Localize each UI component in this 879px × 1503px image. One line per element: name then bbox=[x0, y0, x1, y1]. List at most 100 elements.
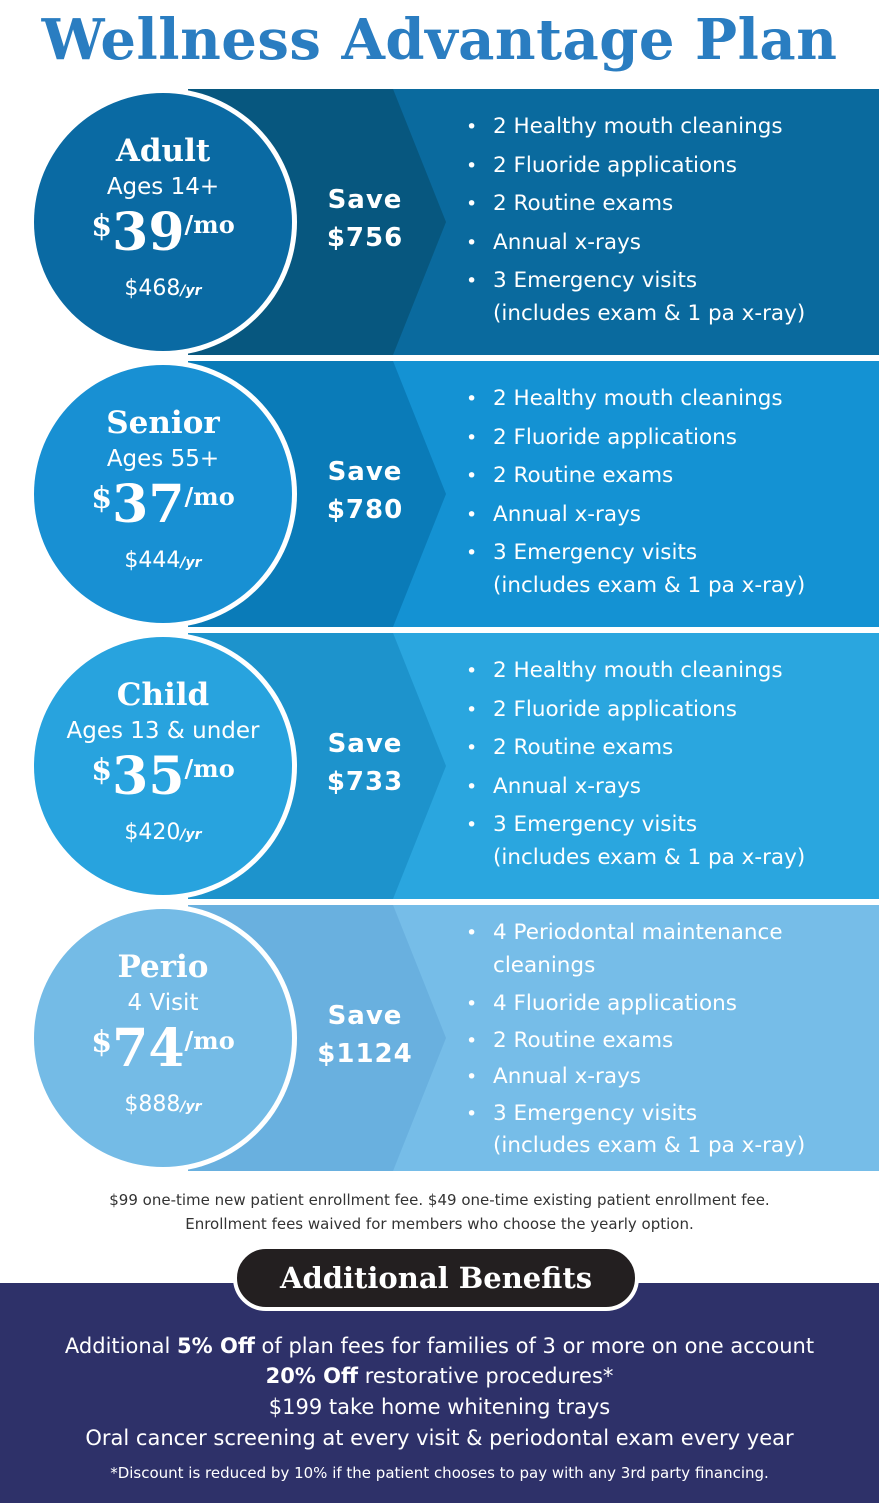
benefit-item: 2 Healthy mouth cleanings bbox=[464, 383, 805, 416]
yearly-price: $468/yr bbox=[34, 275, 292, 305]
currency-symbol: $ bbox=[91, 1025, 113, 1060]
benefit-item: Annual x-rays bbox=[464, 227, 805, 260]
per-year-label: /yr bbox=[180, 827, 202, 843]
savings: Save $780 bbox=[300, 453, 430, 529]
currency-symbol: $ bbox=[91, 753, 113, 788]
benefit-item: 2 Routine exams bbox=[464, 732, 805, 765]
benefit-text: 3 Emergency visits bbox=[493, 812, 698, 837]
per-month-label: /mo bbox=[184, 210, 235, 239]
per-year-label: /yr bbox=[180, 1099, 202, 1115]
benefit-text: 3 Emergency visits bbox=[493, 540, 698, 565]
monthly-price: $74/mo bbox=[34, 1021, 292, 1089]
monthly-price: $35/mo bbox=[34, 749, 292, 817]
price-circle: Child Ages 13 & under $35/mo $420/yr bbox=[34, 637, 292, 895]
benefit-item: 2 Fluoride applications bbox=[464, 150, 805, 183]
price-circle: Adult Ages 14+ $39/mo $468/yr bbox=[34, 93, 292, 351]
yearly-amount: $888 bbox=[124, 1092, 181, 1117]
financing-footnote: *Discount is reduced by 10% if the patie… bbox=[110, 1464, 769, 1482]
yearly-price: $444/yr bbox=[34, 547, 292, 577]
plan-ages: Ages 55+ bbox=[106, 446, 220, 472]
plan-senior: Senior Ages 55+ $37/mo $444/yr Save $780… bbox=[0, 361, 879, 627]
savings: Save $733 bbox=[300, 725, 430, 801]
plan-ages: 4 Visit bbox=[127, 990, 199, 1016]
whitening-line: $199 take home whitening trays bbox=[268, 1395, 611, 1419]
benefit-detail: (includes exam & 1 pa x-ray) bbox=[493, 572, 806, 598]
benefit-item: 3 Emergency visits (includes exam & 1 pa … bbox=[464, 265, 805, 330]
per-month-label: /mo bbox=[184, 482, 235, 511]
benefit-item: 2 Fluoride applications bbox=[464, 694, 805, 727]
enrollment-fee-text: $99 one-time new patient enrollment fee.… bbox=[109, 1191, 770, 1209]
benefit-text: 4 Periodontal maintenance bbox=[493, 920, 783, 945]
benefit-item: 2 Routine exams bbox=[464, 460, 805, 493]
plan-child: Child Ages 13 & under $35/mo $420/yr Sav… bbox=[0, 633, 879, 899]
page-title: Wellness Advantage Plan bbox=[41, 7, 838, 73]
plan-ages: Ages 14+ bbox=[106, 174, 220, 200]
monthly-amount: 74 bbox=[112, 1018, 185, 1079]
benefit-item: 2 Fluoride applications bbox=[464, 422, 805, 455]
save-amount: $733 bbox=[326, 767, 404, 797]
monthly-amount: 37 bbox=[112, 474, 185, 535]
enrollment-waiver-text: Enrollment fees waived for members who c… bbox=[185, 1215, 694, 1233]
benefit-detail: (includes exam & 1 pa x-ray) bbox=[493, 1133, 806, 1158]
benefit-item: 3 Emergency visits (includes exam & 1 pa … bbox=[464, 809, 805, 874]
benefit-item: Annual x-rays bbox=[464, 499, 805, 532]
currency-symbol: $ bbox=[91, 481, 113, 516]
restorative-discount-line: 20% Off restorative procedures* bbox=[0, 1361, 879, 1391]
benefit-item: 4 Periodontal maintenance cleanings bbox=[464, 917, 805, 982]
price-circle: Perio 4 Visit $74/mo $888/yr bbox=[34, 909, 292, 1167]
plan-perio: Perio 4 Visit $74/mo $888/yr Save $1124 … bbox=[0, 905, 879, 1171]
benefit-item: 3 Emergency visits (includes exam & 1 pa … bbox=[464, 537, 805, 602]
benefit-item: 2 Healthy mouth cleanings bbox=[464, 655, 805, 688]
benefit-item: 2 Healthy mouth cleanings bbox=[464, 111, 805, 144]
plan-ages: Ages 13 & under bbox=[66, 718, 260, 744]
currency-symbol: $ bbox=[91, 209, 113, 244]
savings: Save $756 bbox=[300, 181, 430, 257]
yearly-price: $420/yr bbox=[34, 819, 292, 849]
save-amount: $1124 bbox=[317, 1039, 413, 1069]
restorative-discount-text: restorative procedures* bbox=[358, 1364, 614, 1388]
benefit-text: 3 Emergency visits bbox=[493, 1100, 698, 1126]
monthly-amount: 35 bbox=[112, 746, 185, 807]
monthly-price: $37/mo bbox=[34, 477, 292, 545]
benefit-list: 2 Healthy mouth cleanings 2 Fluoride app… bbox=[464, 383, 805, 602]
family-discount-line: Additional 5% Off of plan fees for famil… bbox=[0, 1331, 879, 1361]
family-discount-post: of plan fees for families of 3 or more o… bbox=[254, 1334, 815, 1358]
yearly-amount: $444 bbox=[124, 548, 181, 573]
price-circle: Senior Ages 55+ $37/mo $444/yr bbox=[34, 365, 292, 623]
enrollment-note: $99 one-time new patient enrollment fee.… bbox=[0, 1188, 879, 1236]
benefit-list: 2 Healthy mouth cleanings 2 Fluoride app… bbox=[464, 655, 805, 874]
benefit-detail: cleanings bbox=[493, 952, 596, 978]
plan-adult: Adult Ages 14+ $39/mo $468/yr Save $756 … bbox=[0, 89, 879, 355]
benefit-text: 3 Emergency visits bbox=[493, 268, 698, 293]
monthly-price: $39/mo bbox=[34, 205, 292, 273]
benefit-item: Annual x-rays bbox=[464, 771, 805, 804]
save-amount: $780 bbox=[326, 495, 404, 525]
benefit-item: 3 Emergency visits (includes exam & 1 pa … bbox=[464, 1098, 805, 1163]
yearly-price: $888/yr bbox=[34, 1091, 292, 1121]
benefit-item: 4 Fluoride applications bbox=[464, 988, 805, 1021]
per-month-label: /mo bbox=[184, 1026, 235, 1055]
savings: Save $1124 bbox=[300, 997, 430, 1073]
plan-name: Perio bbox=[117, 949, 209, 985]
restorative-discount-amount: 20% Off bbox=[265, 1364, 359, 1388]
yearly-amount: $468 bbox=[124, 276, 181, 301]
save-amount: $756 bbox=[326, 223, 404, 253]
per-year-label: /yr bbox=[180, 555, 202, 571]
benefit-item: Annual x-rays bbox=[464, 1061, 805, 1094]
save-label: Save bbox=[327, 1001, 403, 1031]
additional-benefits-panel bbox=[0, 1283, 879, 1503]
additional-benefits-heading: Additional Benefits bbox=[233, 1245, 639, 1311]
benefit-list: 4 Periodontal maintenance cleanings 4 Flu… bbox=[464, 917, 805, 1163]
yearly-amount: $420 bbox=[124, 820, 181, 845]
family-discount-pre: Additional bbox=[64, 1334, 178, 1358]
benefit-item: 2 Routine exams bbox=[464, 188, 805, 221]
benefit-detail: (includes exam & 1 pa x-ray) bbox=[493, 300, 806, 326]
family-discount-amount: 5% Off bbox=[177, 1334, 255, 1358]
plan-name: Child bbox=[116, 677, 210, 713]
benefit-list: 2 Healthy mouth cleanings 2 Fluoride app… bbox=[464, 111, 805, 330]
save-label: Save bbox=[327, 729, 403, 759]
screening-line: Oral cancer screening at every visit & p… bbox=[85, 1426, 794, 1450]
benefit-item: 2 Routine exams bbox=[464, 1025, 805, 1058]
plan-name: Senior bbox=[106, 405, 220, 441]
save-label: Save bbox=[327, 185, 403, 215]
